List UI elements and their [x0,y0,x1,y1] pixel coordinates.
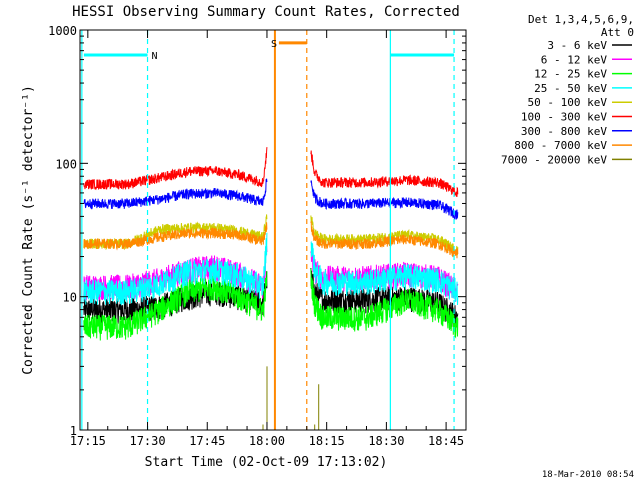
legend-label-3: 12 - 25 keV [534,68,607,81]
y-axis-label: Corrected Count Rate (s⁻¹ detector⁻¹) [21,85,36,375]
annotations: NS [81,30,455,430]
legend-label-2: 6 - 12 keV [541,53,608,66]
x-tick-label-2: 17:30 [129,434,165,448]
series-line-4 [83,232,459,306]
y-tick-label-4: 1000 [48,24,77,38]
legend-label-8: 800 - 7000 keV [514,139,607,152]
plot-frame [79,29,467,431]
series-line-5 [83,214,459,257]
x-tick-label-4: 18:00 [249,434,285,448]
chart-title: HESSI Observing Summary Count Rates, Cor… [72,4,460,20]
legend-header-attenuator: Att 0 [601,26,634,39]
series-traces [83,147,459,430]
footer-timestamp: 18-Mar-2010 08:54 [542,470,634,480]
legend-label-6: 100 - 300 keV [521,111,607,124]
y-tick-label-1: 1 [70,424,77,438]
series-line-9 [262,366,320,430]
mode-bar-label-2: S [271,39,277,50]
series-line-8 [83,221,459,259]
axes: 17:15 17:30 17:45 18:00 18:15 18:30 18:45 1 10 10… [48,24,467,448]
legend-label-7: 300 - 800 keV [521,125,607,138]
mode-bar-label-1: N [152,51,158,62]
legend-header-detectors: Det 1,3,4,5,6,9, [528,13,634,26]
legend-label-9: 7000 - 20000 keV [501,153,607,166]
series-line-7 [83,178,459,220]
y-tick-label-2: 10 [63,291,77,305]
legend-label-4: 25 - 50 keV [534,82,607,95]
x-tick-label-1: 17:15 [70,434,106,448]
x-tick-label-6: 18:30 [368,434,404,448]
x-tick-label-7: 18:45 [428,434,464,448]
legend-label-1: 3 - 6 keV [547,39,607,52]
x-tick-label-5: 18:15 [309,434,345,448]
legend-label-5: 50 - 100 keV [528,96,608,109]
series-line-6 [83,147,459,197]
y-tick-label-3: 100 [55,157,77,171]
x-axis-label: Start Time (02-Oct-09 17:13:02) [145,455,388,470]
x-tick-label-3: 17:45 [189,434,225,448]
